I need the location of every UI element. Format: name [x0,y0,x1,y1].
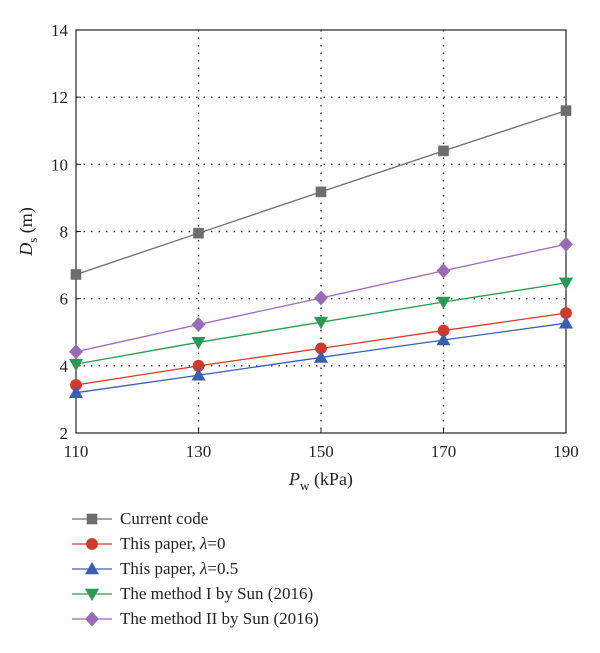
legend-label: This paper, λ=0 [120,533,226,553]
y-tick-label: 10 [51,155,68,174]
y-axis-label-subscript: s [25,238,40,243]
series-1 [70,307,572,391]
legend-item-this-paper-lambda-0: This paper, λ=0 [72,531,412,556]
data-point-square [193,227,204,239]
data-point-diamond [191,317,206,332]
data-point-triangle-down [558,277,574,290]
x-axis-label: Pw (kPa) [288,469,353,493]
data-point-diamond [436,263,451,279]
x-axis-label-subscript: w [300,478,310,493]
legend-swatch-marker [84,561,100,574]
legend-item-method-i-sun: The method I by Sun (2016) [72,581,412,606]
legend-swatch-diamond-icon [72,611,112,626]
series-2 [68,316,574,399]
data-point-diamond [559,236,573,252]
y-tick-label: 8 [60,223,69,242]
legend-label: Current code [120,508,209,528]
legend-swatch-triangle-up-icon [72,561,112,574]
series-0 [70,105,572,280]
x-axis-label-unit: (kPa) [309,469,353,490]
legend-item-method-ii-sun: The method II by Sun (2016) [72,606,412,631]
legend-item-current-code: Current code [72,506,412,531]
legend-label: This paper, λ=0.5 [120,558,239,578]
x-tick-label: 190 [553,442,579,461]
legend: Current code This paper, λ=0 This paper,… [72,506,412,631]
legend-swatch-marker [85,611,99,626]
data-point-square [315,186,327,198]
data-point-triangle-down [313,316,329,330]
data-point-triangle-up [68,385,84,399]
legend-swatch-marker [86,537,98,550]
legend-swatch-circle-icon [72,537,112,550]
data-point-diamond [69,344,83,360]
x-tick-label: 130 [186,442,212,461]
legend-swatch-marker [84,588,100,601]
data-point-triangle-up [436,332,451,346]
y-tick-label: 6 [60,290,69,309]
legend-swatch-triangle-down-icon [72,588,112,601]
x-tick-label: 150 [308,442,334,461]
x-axis-label-symbol: P [288,469,300,489]
data-point-triangle-up [558,316,574,329]
line-chart: 110 130 150 170 190 2 4 6 8 10 12 14 Pw (kPa) Ds (m… [16,21,579,493]
y-axis-label: Ds (m) [16,207,40,257]
y-tick-label: 12 [51,88,68,107]
y-tick-label: 14 [51,21,69,40]
data-point-diamond [314,290,328,306]
data-point-square [70,269,82,280]
grid [76,30,566,433]
y-tick-label: 4 [60,357,69,376]
y-tick-label: 2 [60,424,69,443]
legend-swatch-marker [86,513,98,524]
series-group [68,105,574,399]
legend-item-this-paper-lambda-0-5: This paper, λ=0.5 [72,556,412,581]
data-point-triangle-down [191,337,206,350]
legend-swatch-square-icon [72,513,112,524]
data-point-square [560,105,572,116]
legend-label: The method I by Sun (2016) [120,583,314,603]
axis-ticks: 110 130 150 170 190 2 4 6 8 10 12 14 [51,21,579,461]
x-tick-label: 170 [431,442,457,461]
legend-label: The method II by Sun (2016) [120,608,319,628]
x-tick-label: 110 [64,442,89,461]
series-4 [69,236,573,360]
y-axis-label-symbol: D [16,243,36,257]
y-axis-label-unit: (m) [16,207,37,238]
series-3 [68,277,574,372]
data-point-triangle-up [313,350,329,363]
data-point-triangle-down [68,358,84,372]
data-point-square [438,145,449,157]
data-point-triangle-up [191,368,206,381]
data-point-triangle-down [436,296,451,310]
